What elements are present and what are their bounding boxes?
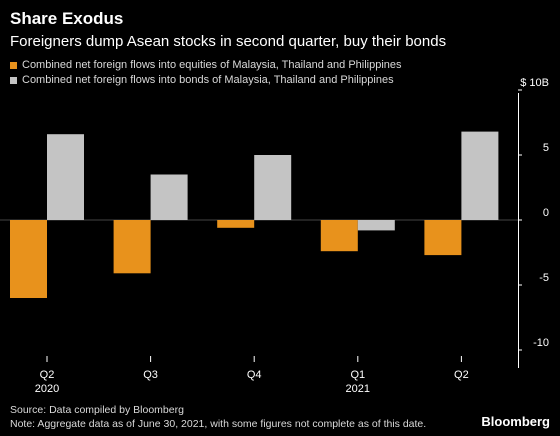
x-tick-year-0: 2020 <box>35 383 59 395</box>
footnote: Note: Aggregate data as of June 30, 2021… <box>10 418 427 430</box>
bar-bonds-2 <box>254 155 292 220</box>
y-tick-label-2: 0 <box>543 207 549 219</box>
bar-equities-1 <box>113 220 151 274</box>
x-tick-year-3: 2021 <box>346 383 370 395</box>
legend-label-bonds: Combined net foreign flows into bonds of… <box>22 74 394 86</box>
bar-equities-3 <box>320 220 358 252</box>
y-tick-label-0: $ 10B <box>520 77 549 89</box>
source-note: Source: Data compiled by Bloomberg <box>10 404 184 416</box>
chart-title: Share Exodus <box>10 9 124 28</box>
legend-swatch-bonds <box>10 76 17 84</box>
bar-equities-2 <box>217 220 255 228</box>
legend-swatch-equities <box>10 61 17 69</box>
y-tick-label-3: -5 <box>539 272 549 284</box>
bar-bonds-0 <box>47 134 84 220</box>
bar-equities-0 <box>10 220 47 298</box>
legend-item-bonds: Combined net foreign flows into bonds of… <box>10 73 402 87</box>
bloomberg-logo: Bloomberg <box>481 414 550 429</box>
chart-subtitle: Foreigners dump Asean stocks in second q… <box>10 33 447 50</box>
x-tick-label-4: Q2 <box>454 369 469 381</box>
x-tick-label-0: Q2 <box>40 369 55 381</box>
bar-bonds-3 <box>357 220 395 231</box>
x-tick-label-3: Q1 <box>350 369 365 381</box>
bar-bonds-4 <box>461 131 499 220</box>
y-tick-label-4: -10 <box>533 337 549 349</box>
legend-label-equities: Combined net foreign flows into equities… <box>22 59 402 71</box>
bar-bonds-1 <box>150 174 188 220</box>
legend: Combined net foreign flows into equities… <box>10 58 402 88</box>
y-tick-label-1: 5 <box>543 142 549 154</box>
legend-item-equities: Combined net foreign flows into equities… <box>10 58 402 72</box>
x-tick-label-1: Q3 <box>143 369 158 381</box>
x-tick-label-2: Q4 <box>247 369 262 381</box>
bar-equities-4 <box>424 220 462 256</box>
